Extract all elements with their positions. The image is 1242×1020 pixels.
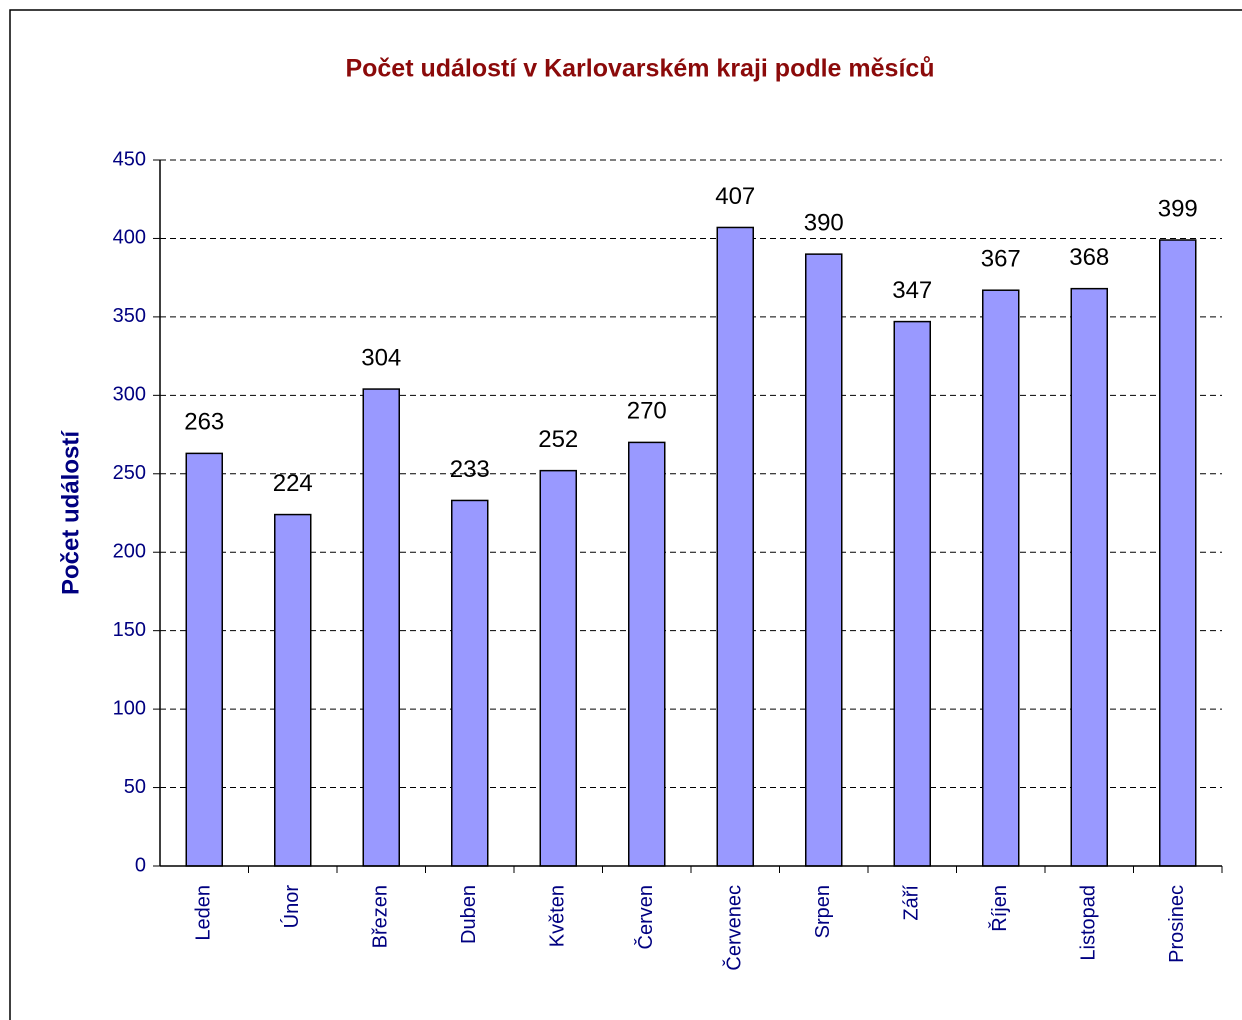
x-tick-label: Říjen xyxy=(988,885,1011,932)
x-tick-label: Leden xyxy=(193,885,215,941)
x-tick-label: Únor xyxy=(280,885,303,929)
bar xyxy=(805,253,843,867)
data-label: 304 xyxy=(361,344,401,371)
y-tick-label: 400 xyxy=(113,227,146,249)
bar xyxy=(539,469,577,867)
bar xyxy=(982,289,1020,867)
data-label: 407 xyxy=(715,183,755,210)
y-tick-label: 250 xyxy=(113,462,146,484)
x-tick-label: Duben xyxy=(458,885,480,944)
x-tick-label: Květen xyxy=(547,885,569,947)
y-tick-label: 0 xyxy=(135,854,146,876)
bar xyxy=(716,226,754,867)
bar xyxy=(185,452,223,867)
bar xyxy=(1070,287,1108,867)
data-label: 263 xyxy=(184,409,224,436)
y-tick-label: 150 xyxy=(113,619,146,641)
x-tick-label: Listopad xyxy=(1078,885,1100,961)
y-tick-label: 350 xyxy=(113,305,146,327)
y-tick-label: 200 xyxy=(113,541,146,563)
y-axis-label: Počet událostí xyxy=(57,430,84,595)
chart-title: Počet událostí v Karlovarském kraji podl… xyxy=(345,55,934,83)
bar xyxy=(451,499,489,867)
bar xyxy=(628,441,666,867)
y-tick-label: 50 xyxy=(124,776,146,798)
x-tick-label: Září xyxy=(901,885,923,921)
data-label: 347 xyxy=(892,277,932,304)
bar xyxy=(362,388,400,867)
bar xyxy=(274,513,312,867)
y-tick-label: 450 xyxy=(113,148,146,170)
x-tick-label: Červen xyxy=(634,885,657,949)
data-label: 367 xyxy=(981,246,1021,273)
x-tick-label: Prosinec xyxy=(1166,885,1188,963)
y-tick-label: 100 xyxy=(113,697,146,719)
data-label: 233 xyxy=(450,456,490,483)
data-label: 368 xyxy=(1069,244,1109,271)
x-tick-label: Březen xyxy=(370,885,392,948)
x-tick-label: Červenec xyxy=(723,885,746,971)
data-label: 270 xyxy=(627,398,667,425)
bar xyxy=(893,320,931,867)
data-label: 390 xyxy=(804,209,844,236)
y-tick-label: 300 xyxy=(113,384,146,406)
data-label: 399 xyxy=(1158,195,1198,222)
data-label: 224 xyxy=(273,470,313,497)
bar xyxy=(1159,239,1197,867)
data-label: 252 xyxy=(538,426,578,453)
x-tick-label: Srpen xyxy=(812,885,834,938)
